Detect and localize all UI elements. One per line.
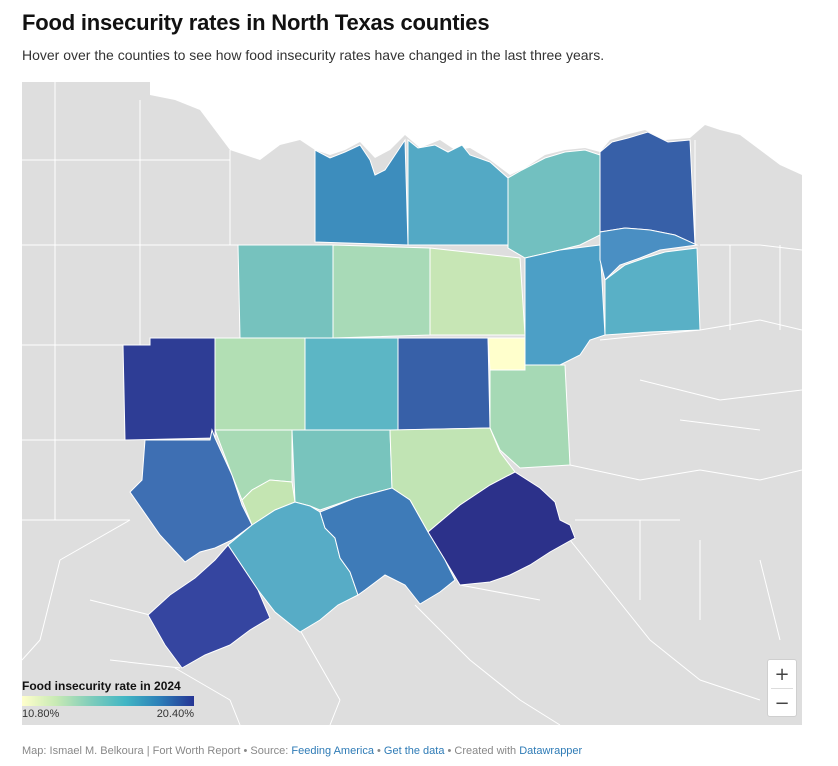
county-delta[interactable] [599, 227, 699, 281]
county-wise[interactable] [332, 244, 431, 339]
county-grayson[interactable] [407, 138, 509, 246]
page-subtitle: Hover over the counties to see how food … [22, 47, 605, 63]
credits-prefix: Map: Ismael M. Belkoura | Fort Worth Rep… [22, 745, 292, 757]
credits-separator-1: • [373, 745, 384, 757]
legend-color-scale [22, 696, 194, 706]
legend-labels: 10.80% 20.40% [22, 708, 194, 722]
county-map[interactable] [22, 82, 802, 725]
county-hopkins[interactable] [604, 247, 701, 336]
zoom-in-button[interactable]: + [768, 660, 796, 688]
county-parker[interactable] [214, 337, 306, 431]
source-link[interactable]: Feeding America [291, 745, 374, 757]
county-tarrant[interactable] [304, 337, 399, 431]
county-palo-pinto[interactable] [122, 337, 216, 441]
credits-separator-2: • Created with [444, 745, 520, 757]
legend-title: Food insecurity rate in 2024 [22, 679, 181, 693]
county-rockwall[interactable] [487, 337, 526, 371]
county-hill[interactable] [319, 487, 456, 605]
county-erath[interactable] [129, 428, 253, 563]
map-water-area [22, 82, 802, 175]
datawrapper-link[interactable]: Datawrapper [519, 745, 583, 757]
county-henderson[interactable] [427, 471, 576, 586]
map-legend: Food insecurity rate in 2024 10.80% 20.4… [22, 679, 194, 722]
county-hamilton[interactable] [147, 544, 271, 669]
zoom-controls: + − [767, 659, 797, 717]
county-dallas[interactable] [397, 337, 491, 431]
county-cooke[interactable] [314, 138, 409, 246]
zoom-out-button[interactable]: − [768, 689, 796, 717]
county-denton[interactable] [429, 247, 526, 336]
zoom-divider [771, 688, 793, 689]
map-canvas[interactable] [22, 82, 802, 725]
data-counties [122, 131, 701, 669]
page-title: Food insecurity rates in North Texas cou… [22, 10, 490, 35]
credits-footer: Map: Ismael M. Belkoura | Fort Worth Rep… [22, 745, 582, 757]
get-data-link[interactable]: Get the data [383, 745, 445, 757]
county-lamar[interactable] [599, 131, 696, 246]
legend-min-label: 10.80% [22, 708, 60, 720]
legend-max-label: 20.40% [156, 708, 194, 720]
county-jack[interactable] [237, 244, 334, 339]
